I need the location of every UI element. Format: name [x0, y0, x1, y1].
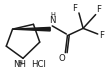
Text: O: O: [59, 54, 66, 63]
Text: HCl: HCl: [31, 60, 46, 69]
Text: N: N: [50, 16, 56, 25]
Polygon shape: [12, 27, 50, 31]
Text: H: H: [17, 60, 22, 66]
Text: F: F: [96, 5, 101, 14]
Text: F: F: [72, 4, 77, 13]
Text: H: H: [50, 12, 55, 18]
Text: F: F: [99, 31, 104, 40]
Text: NH: NH: [13, 60, 26, 69]
